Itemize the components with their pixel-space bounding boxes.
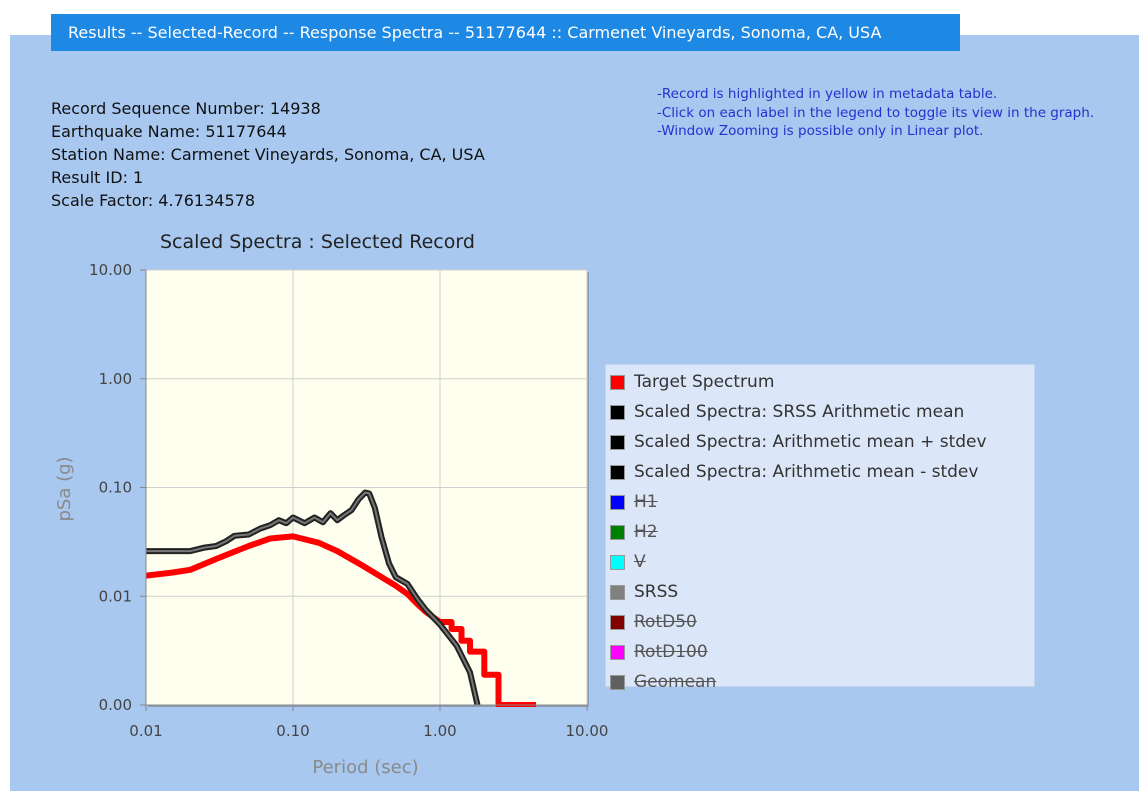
y-tick-label: 0.10 bbox=[99, 479, 132, 497]
legend-label: Scaled Spectra: Arithmetic mean + stdev bbox=[634, 432, 987, 452]
legend-swatch bbox=[610, 614, 625, 630]
note-zoom: -Window Zooming is possible only in Line… bbox=[657, 123, 984, 139]
legend-swatch bbox=[610, 524, 625, 540]
legend-swatch bbox=[610, 674, 625, 690]
y-tick-label: 10.00 bbox=[89, 261, 132, 279]
legend-label: V bbox=[634, 552, 646, 572]
chart-title: Scaled Spectra : Selected Record bbox=[160, 231, 475, 253]
help-notes: -Record is highlighted in yellow in meta… bbox=[657, 85, 1094, 141]
record-info: Record Sequence Number: 14938 Earthquake… bbox=[51, 97, 485, 212]
y-tick-label: 0.00 bbox=[99, 696, 132, 714]
legend-item-h1[interactable]: H1 bbox=[606, 487, 1034, 517]
legend-item-v[interactable]: V bbox=[606, 547, 1034, 577]
scale-factor: Scale Factor: 4.76134578 bbox=[51, 191, 256, 210]
legend-swatch bbox=[610, 404, 625, 420]
legend-label: SRSS bbox=[634, 582, 679, 602]
earthquake-name: Earthquake Name: 51177644 bbox=[51, 122, 287, 141]
x-tick-label: 1.00 bbox=[423, 722, 456, 740]
series-line-target-spectrum-tail bbox=[440, 619, 536, 707]
legend-item-scaled-spectra-srss-arithmetic-mean[interactable]: Scaled Spectra: SRSS Arithmetic mean bbox=[606, 397, 1034, 427]
legend-item-h2[interactable]: H2 bbox=[606, 517, 1034, 547]
legend-swatch bbox=[610, 644, 625, 660]
series-line-srss bbox=[146, 491, 479, 706]
record-sequence-number: Record Sequence Number: 14938 bbox=[51, 99, 321, 118]
legend-item-geomean[interactable]: Geomean bbox=[606, 667, 1034, 697]
y-tick-label: 0.01 bbox=[99, 587, 132, 605]
x-tick-label: 0.10 bbox=[276, 722, 309, 740]
x-tick-label: 10.00 bbox=[566, 722, 609, 740]
legend-swatch bbox=[610, 584, 625, 600]
legend-swatch bbox=[610, 464, 625, 480]
result-id: Result ID: 1 bbox=[51, 168, 144, 187]
legend-item-scaled-spectra-arithmetic-mean-stdev[interactable]: Scaled Spectra: Arithmetic mean + stdev bbox=[606, 427, 1034, 457]
legend-item-srss[interactable]: SRSS bbox=[606, 577, 1034, 607]
legend-label: Target Spectrum bbox=[634, 372, 775, 392]
legend-label: Scaled Spectra: SRSS Arithmetic mean bbox=[634, 402, 965, 422]
legend-item-scaled-spectra-arithmetic-mean-stdev[interactable]: Scaled Spectra: Arithmetic mean - stdev bbox=[606, 457, 1034, 487]
legend-swatch bbox=[610, 374, 625, 390]
legend-label: RotD50 bbox=[634, 612, 697, 632]
results-title: Results -- Selected-Record -- Response S… bbox=[68, 23, 882, 42]
series-line-target-spectrum bbox=[146, 533, 442, 625]
legend-label: H1 bbox=[634, 492, 658, 512]
legend-label: H2 bbox=[634, 522, 658, 542]
station-name: Station Name: Carmenet Vineyards, Sonoma… bbox=[51, 145, 485, 164]
y-axis-label: pSa (g) bbox=[54, 456, 75, 521]
legend-swatch bbox=[610, 554, 625, 570]
y-tick-label: 1.00 bbox=[99, 370, 132, 388]
chart-legend: Target Spectrum Scaled Spectra: SRSS Arit… bbox=[605, 364, 1035, 692]
x-tick-label: 0.01 bbox=[129, 722, 162, 740]
legend-swatch bbox=[610, 434, 625, 450]
legend-swatch bbox=[610, 494, 625, 510]
note-legend-toggle: -Click on each label in the legend to to… bbox=[657, 104, 1095, 121]
legend-item-rotd50[interactable]: RotD50 bbox=[606, 607, 1034, 637]
legend-label: Scaled Spectra: Arithmetic mean - stdev bbox=[634, 462, 979, 482]
results-title-bar: Results -- Selected-Record -- Response S… bbox=[51, 14, 960, 51]
legend-label: RotD100 bbox=[634, 642, 708, 662]
legend-label: Geomean bbox=[634, 672, 717, 692]
x-axis-label: Period (sec) bbox=[312, 757, 418, 778]
legend-item-target-spectrum[interactable]: Target Spectrum bbox=[606, 367, 1034, 397]
legend-item-rotd100[interactable]: RotD100 bbox=[606, 637, 1034, 667]
note-highlight: -Record is highlighted in yellow in meta… bbox=[657, 86, 998, 102]
